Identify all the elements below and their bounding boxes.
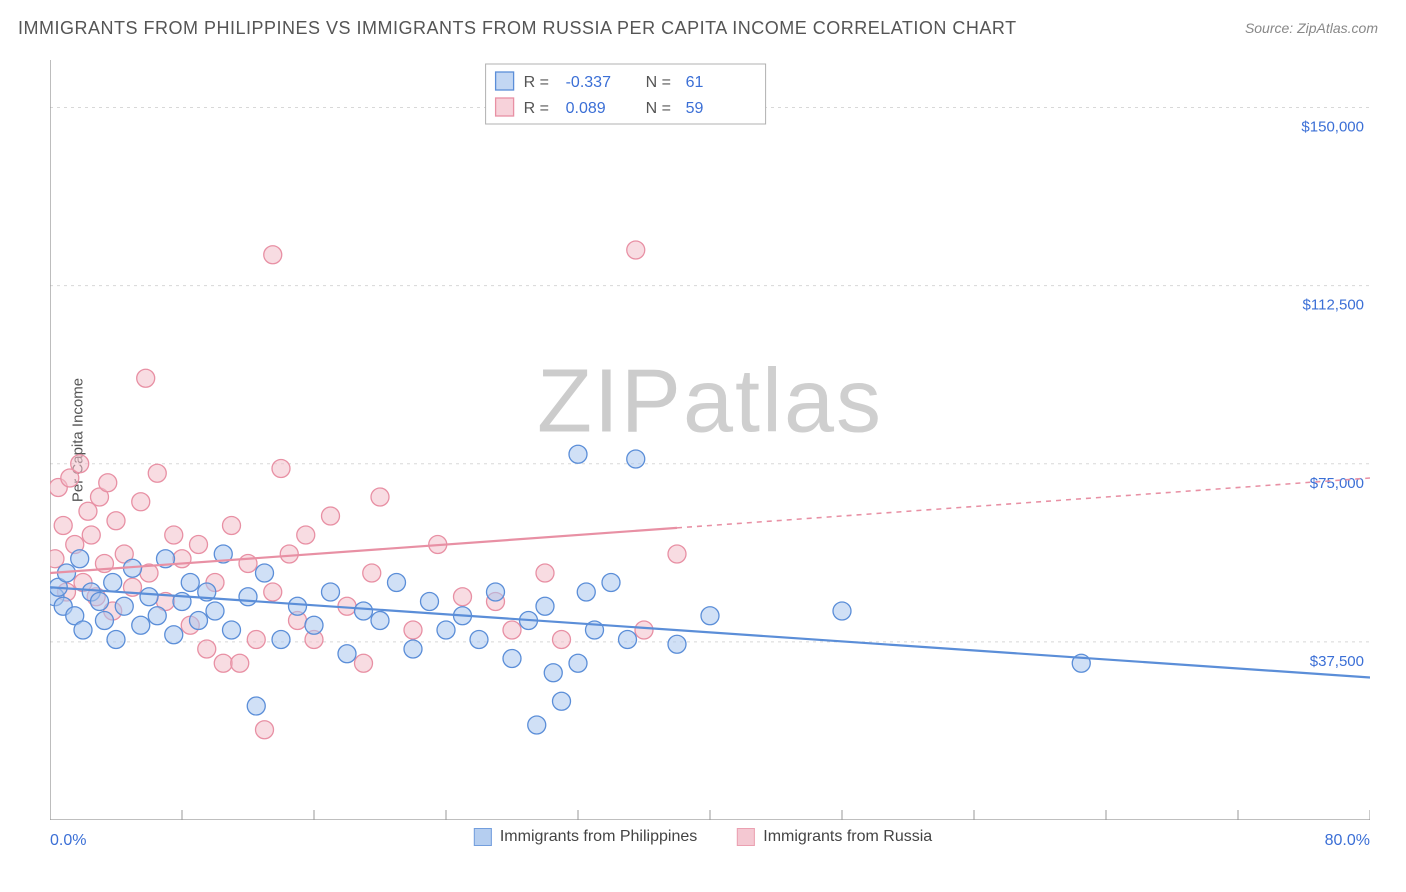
chart-title: IMMIGRANTS FROM PHILIPPINES VS IMMIGRANT… bbox=[18, 18, 1017, 39]
svg-text:61: 61 bbox=[686, 74, 704, 91]
bottom-legend: Immigrants from Philippines Immigrants f… bbox=[474, 828, 932, 846]
svg-text:$75,000: $75,000 bbox=[1310, 475, 1364, 492]
scatter-plot: $37,500 $75,000 $112,500 $150,000 R = -0.337 N… bbox=[50, 60, 1370, 820]
x-axis-min-label: 0.0% bbox=[50, 832, 86, 850]
legend-swatch-philippines bbox=[474, 828, 492, 846]
chart-area: Per Capita Income ZIPatlas $37,500$75,00… bbox=[50, 60, 1370, 820]
svg-text:R =: R = bbox=[524, 74, 549, 91]
x-axis-max-label: 80.0% bbox=[1325, 832, 1370, 850]
legend-label-russia: Immigrants from Russia bbox=[763, 828, 932, 846]
source-attribution: Source: ZipAtlas.com bbox=[1245, 20, 1378, 36]
svg-text:$37,500: $37,500 bbox=[1310, 653, 1364, 670]
svg-text:$112,500: $112,500 bbox=[1303, 297, 1364, 314]
svg-text:R =: R = bbox=[524, 100, 549, 117]
svg-text:$150,000: $150,000 bbox=[1301, 119, 1364, 136]
legend-label-philippines: Immigrants from Philippines bbox=[500, 828, 697, 846]
svg-text:N =: N = bbox=[646, 74, 671, 91]
legend-item-russia: Immigrants from Russia bbox=[737, 828, 932, 846]
svg-text:-0.337: -0.337 bbox=[566, 74, 611, 91]
legend-swatch-russia bbox=[737, 828, 755, 846]
svg-text:N =: N = bbox=[646, 100, 671, 117]
legend-item-philippines: Immigrants from Philippines bbox=[474, 828, 697, 846]
svg-text:59: 59 bbox=[686, 100, 704, 117]
svg-text:0.089: 0.089 bbox=[566, 100, 606, 117]
